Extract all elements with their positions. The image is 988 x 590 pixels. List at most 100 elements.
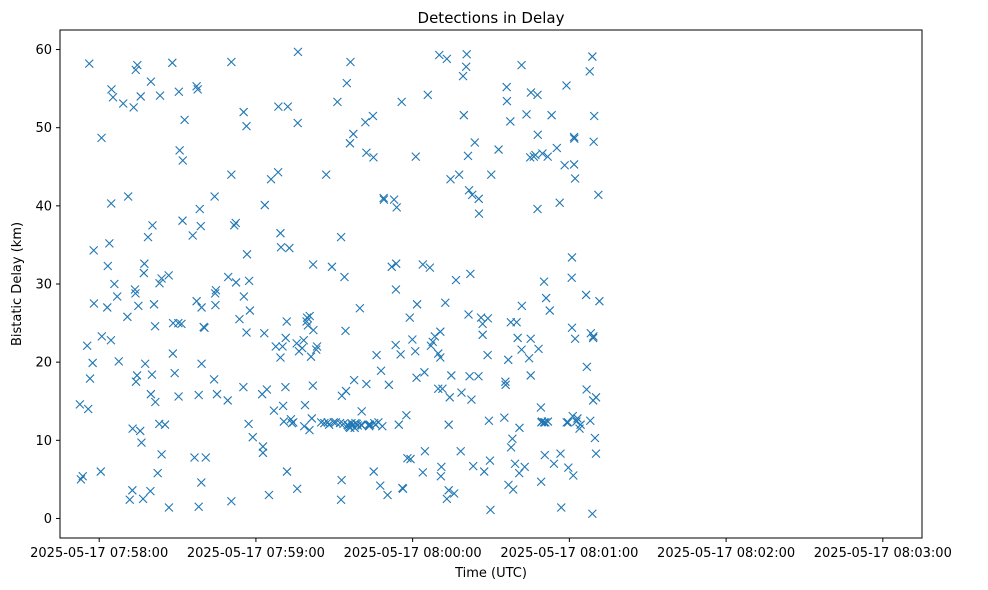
- data-point: [533, 204, 542, 214]
- data-point: [188, 231, 198, 240]
- data-point: [303, 321, 313, 330]
- data-point: [345, 138, 355, 148]
- data-point: [136, 92, 146, 101]
- data-point: [266, 174, 276, 184]
- data-point: [131, 377, 141, 387]
- data-point: [276, 242, 286, 252]
- x-tick-label: 2025-05-17 08:03:00: [814, 546, 952, 561]
- data-point: [211, 300, 220, 310]
- data-point: [372, 350, 381, 360]
- data-point: [355, 303, 365, 313]
- data-point: [520, 462, 530, 472]
- data-point: [517, 301, 527, 311]
- data-point: [465, 371, 474, 381]
- data-point: [302, 313, 312, 322]
- data-point: [131, 65, 141, 75]
- data-point: [155, 91, 165, 101]
- data-point: [97, 133, 106, 143]
- data-point: [536, 403, 546, 412]
- data-point: [569, 160, 579, 169]
- data-point: [97, 331, 107, 341]
- data-point: [306, 352, 316, 362]
- data-point: [83, 404, 93, 414]
- data-point: [333, 97, 342, 107]
- data-point: [360, 117, 370, 127]
- data-point: [123, 192, 133, 201]
- data-point: [545, 306, 555, 315]
- data-point: [506, 442, 516, 452]
- data-point: [299, 335, 309, 345]
- data-point: [501, 380, 511, 390]
- data-point: [223, 272, 233, 282]
- data-point: [465, 269, 475, 279]
- data-point: [593, 190, 603, 200]
- data-point: [387, 262, 397, 272]
- data-point: [104, 238, 114, 248]
- data-point: [462, 49, 472, 59]
- data-point: [114, 356, 124, 366]
- data-point: [231, 278, 241, 287]
- data-point: [201, 453, 211, 462]
- data-point: [510, 459, 520, 469]
- data-point: [103, 261, 113, 271]
- data-point: [335, 418, 345, 428]
- data-point: [483, 313, 493, 323]
- data-point: [242, 328, 251, 337]
- data-point: [435, 353, 445, 362]
- data-point: [135, 426, 145, 436]
- data-point: [239, 107, 249, 117]
- data-point: [512, 317, 521, 327]
- data-point: [324, 420, 334, 430]
- data-point: [102, 303, 112, 312]
- data-point: [131, 288, 140, 298]
- data-point: [467, 395, 476, 405]
- data-point: [180, 115, 189, 125]
- data-point: [337, 475, 346, 485]
- data-point: [195, 204, 205, 214]
- data-point: [150, 321, 160, 331]
- data-point: [196, 478, 206, 487]
- data-point: [369, 153, 378, 162]
- data-point: [442, 494, 452, 504]
- data-point: [508, 434, 517, 444]
- data-point: [278, 401, 288, 411]
- data-point: [570, 174, 580, 183]
- data-point: [242, 249, 252, 259]
- data-point: [305, 425, 314, 435]
- data-point: [502, 96, 512, 106]
- data-point: [502, 82, 512, 92]
- data-point: [196, 221, 206, 231]
- data-point: [396, 349, 406, 359]
- data-point: [547, 110, 556, 120]
- data-point: [430, 331, 440, 341]
- data-point: [589, 331, 598, 341]
- data-point: [84, 59, 94, 68]
- data-point: [383, 490, 392, 500]
- data-point: [212, 389, 222, 399]
- data-point: [340, 272, 349, 282]
- data-point: [470, 138, 480, 147]
- data-point: [276, 353, 285, 362]
- data-point: [444, 485, 454, 495]
- data-point: [500, 377, 510, 387]
- data-point: [461, 62, 471, 72]
- data-point: [412, 373, 421, 383]
- data-point: [308, 381, 318, 390]
- data-point: [194, 502, 204, 512]
- data-point: [540, 450, 550, 460]
- data-point: [392, 203, 402, 212]
- data-point: [420, 367, 429, 377]
- data-point: [517, 60, 526, 70]
- data-point: [369, 467, 379, 476]
- data-point: [543, 417, 553, 426]
- data-point: [178, 156, 188, 165]
- data-point: [293, 47, 303, 57]
- data-point: [468, 461, 478, 471]
- data-point: [572, 417, 581, 426]
- data-point: [297, 343, 307, 353]
- data-point: [479, 467, 489, 476]
- data-point: [368, 111, 378, 121]
- data-point: [508, 485, 518, 494]
- data-point: [128, 424, 138, 433]
